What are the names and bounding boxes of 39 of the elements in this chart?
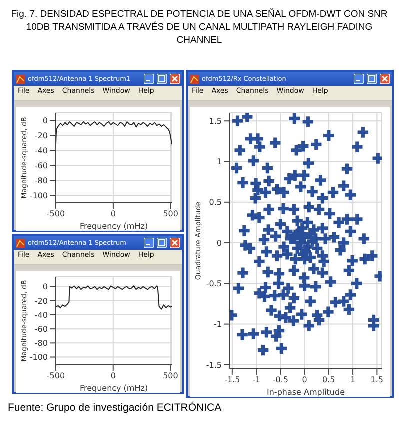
x-tick-label: 1.5 [370, 376, 384, 385]
y-tick-label: 0 [42, 282, 48, 292]
y-tick-label: -80 [34, 339, 48, 348]
x-tick-label: -1 [252, 376, 261, 385]
x-tick-label: 0.5 [322, 376, 336, 385]
y-tick-label: 0 [42, 116, 48, 126]
x-tick-label: 0 [110, 372, 116, 381]
source-note: Fuente: Grupo de investigación ECITRÓNICA [8, 402, 222, 414]
x-tick-label: 500 [163, 210, 178, 219]
y-tick-label: -100 [30, 353, 48, 362]
text: Fig. 7. DENSIDAD ESPECTRAL DE POTENCIA DE UNA SEÑAL OFDM-DWT CON SNR 10DB TRANSMITIDA A TRAVÉS DE UN CANAL MULTIPATH RAYLEIGH FADING CHANNEL [10, 8, 389, 47]
y-tick-label: -100 [30, 191, 48, 200]
x-tick-label: -0.5 [272, 376, 288, 385]
x-tick-label: 0 [302, 376, 308, 385]
y-tick-label: 1.5 [209, 116, 222, 126]
x-tick-label: -1.5 [224, 376, 240, 385]
x-tick-label: 500 [163, 372, 178, 381]
line-series [56, 122, 172, 145]
line-series [56, 286, 172, 310]
y-tick-label: 0 [216, 238, 222, 248]
y-tick-label: -80 [34, 176, 48, 186]
x-tick-label: -500 [46, 210, 66, 219]
y-tick-label: -40 [34, 146, 48, 156]
x-tick-label: 0 [110, 210, 116, 219]
y-tick-label: 1 [216, 158, 222, 167]
y-tick-label: -1 [214, 320, 222, 330]
y-tick-label: -60 [34, 324, 48, 334]
y-tick-label: -40 [34, 310, 48, 320]
x-axis-title: Frequency (mHz) [80, 222, 148, 231]
x-axis-title: Frequency (mHz) [80, 384, 148, 393]
x-tick-label: -500 [46, 372, 66, 381]
y-tick-label: -20 [34, 296, 48, 306]
y-tick-label: -60 [34, 161, 48, 170]
y-tick-label: -20 [34, 131, 48, 140]
y-tick-label: -0.5 [206, 280, 222, 289]
x-axis-title: In-phase Amplitude [267, 388, 346, 397]
y-tick-label: -1.5 [206, 360, 222, 370]
y-tick-label: 0.5 [209, 198, 222, 208]
x-tick-label: 1 [350, 376, 356, 385]
